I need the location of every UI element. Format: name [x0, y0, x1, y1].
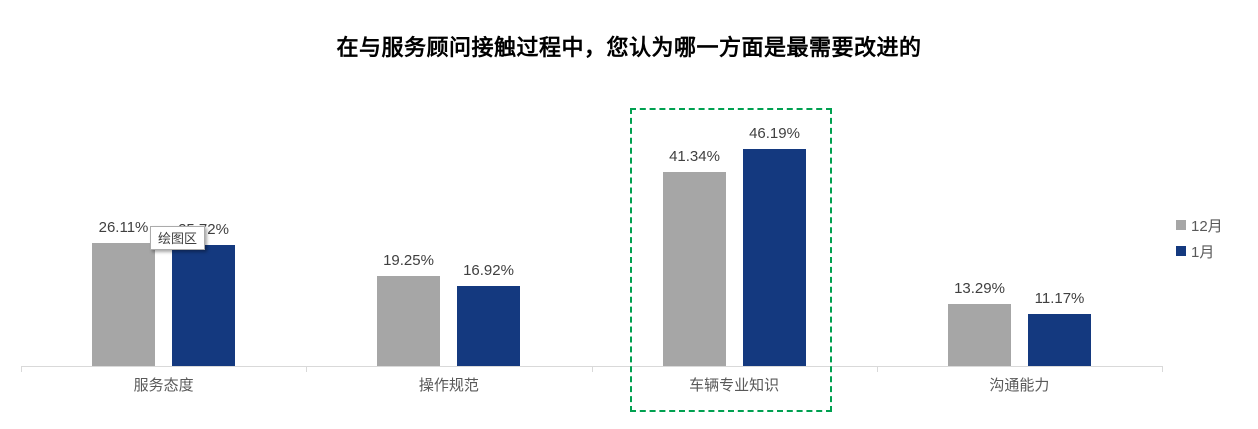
legend-item[interactable]: 1月 [1176, 238, 1223, 264]
legend-color-swatch [1176, 220, 1186, 230]
data-label: 46.19% [749, 125, 800, 142]
data-label: 13.29% [954, 280, 1005, 297]
data-label: 41.34% [669, 148, 720, 165]
bar[interactable] [948, 304, 1011, 366]
bar[interactable] [743, 149, 806, 366]
data-label: 11.17% [1034, 290, 1085, 307]
legend-item[interactable]: 12月 [1176, 212, 1223, 238]
x-axis-tick [21, 366, 22, 372]
highlight-box[interactable] [630, 108, 832, 412]
plot-area-tooltip-label: 绘图区 [158, 231, 198, 246]
x-axis-line [21, 366, 1162, 367]
bar[interactable] [92, 243, 155, 366]
category-label: 操作规范 [418, 377, 479, 394]
legend-color-swatch [1176, 246, 1186, 256]
data-label: 19.25% [383, 252, 434, 269]
legend: 12月 1月 [1176, 212, 1223, 264]
category-label: 车辆专业知识 [689, 377, 780, 394]
x-axis-tick [306, 366, 307, 372]
chart-title: 在与服务顾问接触过程中，您认为哪一方面是最需要改进的 [336, 35, 922, 60]
bar[interactable] [172, 245, 235, 366]
bar[interactable] [1028, 314, 1091, 366]
legend-label: 1月 [1191, 243, 1215, 261]
x-axis-tick [877, 366, 878, 372]
data-label: 16.92% [463, 262, 514, 279]
category-label: 沟通能力 [989, 377, 1050, 394]
data-label: 26.11% [98, 219, 149, 236]
bar[interactable] [377, 276, 440, 366]
legend-label: 12月 [1191, 217, 1223, 235]
category-label: 服务态度 [133, 377, 194, 394]
x-axis-tick [1162, 366, 1163, 372]
plot-area-tooltip: 绘图区 [150, 226, 206, 250]
bar[interactable] [663, 172, 726, 366]
x-axis-tick [592, 366, 593, 372]
bar[interactable] [457, 286, 520, 366]
